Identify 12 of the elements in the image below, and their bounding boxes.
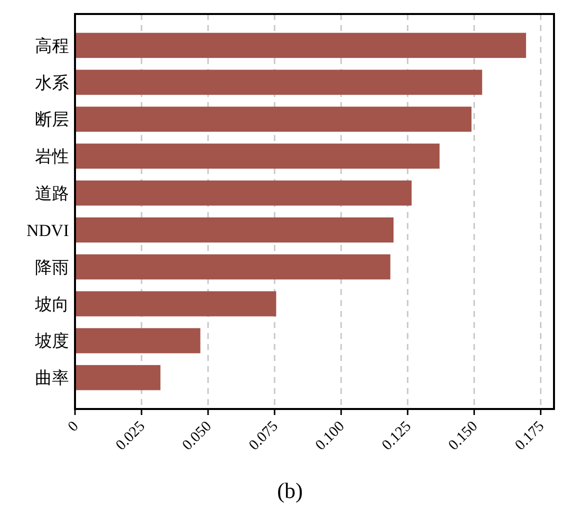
y-tick-label: NDVI: [26, 220, 70, 240]
y-tick-label: 水系: [35, 73, 69, 92]
y-tick-label: 断层: [35, 110, 69, 130]
y-tick-label: 降雨: [35, 258, 69, 277]
y-tick-label: 曲率: [35, 368, 69, 388]
y-tick-label: 道路: [35, 184, 69, 204]
y-tick-label: 坡向: [34, 294, 69, 314]
text: (b): [277, 478, 303, 503]
y-tick-label: 岩性: [35, 147, 69, 166]
y-tick-label: 高程: [35, 36, 69, 56]
x-tick-label: 0: [65, 418, 82, 436]
y-tick-label: 坡度: [34, 332, 69, 351]
